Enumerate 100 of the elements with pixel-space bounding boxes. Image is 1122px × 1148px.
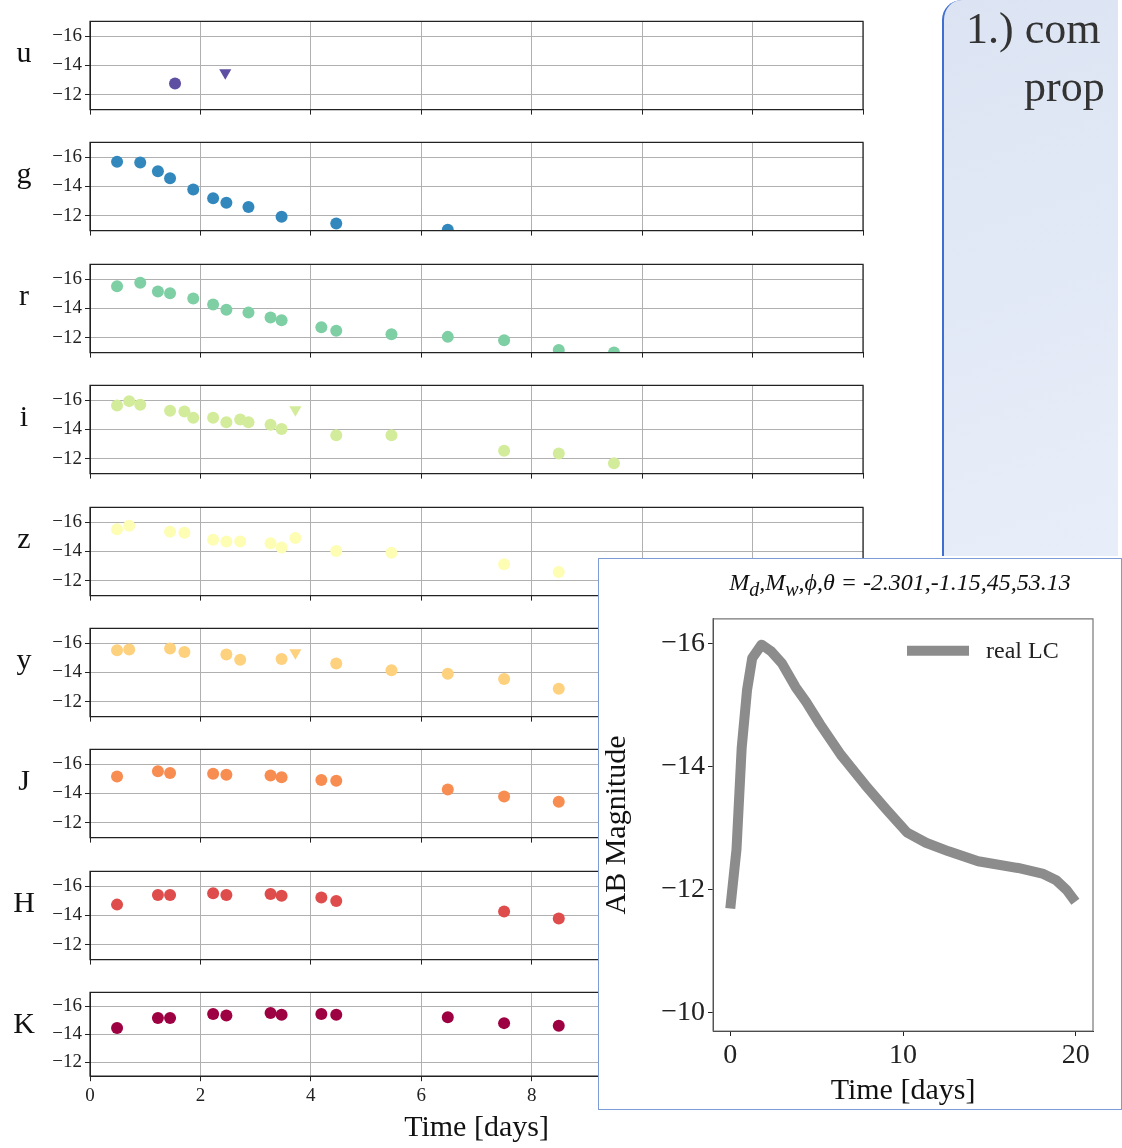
point (220, 648, 233, 661)
point (275, 889, 288, 902)
point (330, 657, 343, 670)
point (275, 211, 288, 224)
point (242, 306, 255, 319)
point (498, 334, 511, 347)
point (207, 533, 220, 546)
y-axis-title: g (16, 156, 32, 190)
point (151, 1012, 164, 1025)
y-tick-label: −14 (661, 748, 705, 780)
point (264, 311, 277, 324)
point (441, 783, 454, 796)
y-tick-label: −12 (52, 568, 82, 590)
point (151, 765, 164, 778)
point (330, 1008, 343, 1021)
point (207, 192, 220, 205)
point (220, 888, 233, 901)
point (134, 276, 147, 289)
point (315, 774, 328, 787)
y-tick-label: −16 (52, 752, 82, 774)
y-tick-label: −16 (52, 145, 82, 167)
point (552, 912, 565, 925)
point (207, 298, 220, 311)
point (330, 775, 343, 788)
y-tick-label: −14 (52, 174, 83, 196)
point (441, 667, 454, 680)
point (111, 644, 124, 657)
point (498, 557, 511, 570)
y-tick-label: −12 (52, 932, 82, 954)
point (552, 343, 565, 353)
point (330, 429, 343, 442)
point (607, 457, 620, 470)
point (207, 1008, 220, 1021)
point (498, 905, 511, 918)
y-tick-label: −10 (661, 994, 705, 1026)
x-tick-label: 6 (416, 1083, 427, 1105)
point (385, 546, 398, 559)
y-tick-label: −16 (52, 631, 82, 653)
point (164, 525, 177, 538)
point (242, 416, 255, 429)
point (220, 769, 233, 782)
point (275, 771, 288, 784)
point (275, 423, 288, 436)
point (220, 303, 233, 316)
point (330, 324, 343, 337)
point (330, 217, 343, 230)
y-axis-title: J (18, 763, 31, 797)
point (289, 406, 302, 417)
point (315, 891, 328, 904)
point (552, 565, 565, 578)
point (207, 768, 220, 781)
point (315, 321, 328, 334)
point (207, 886, 220, 899)
point (134, 156, 147, 169)
point (264, 769, 277, 782)
point (220, 197, 233, 210)
y-tick-label: −16 (52, 509, 82, 531)
point (187, 183, 200, 196)
point (315, 1008, 328, 1021)
y-tick-label: −16 (52, 994, 82, 1016)
point (178, 526, 191, 539)
point (111, 770, 124, 783)
point (178, 645, 191, 658)
x-tick-label: 4 (306, 1083, 317, 1105)
y-tick-label: −12 (52, 689, 82, 711)
y-axis-title: r (19, 278, 29, 312)
point (111, 156, 124, 169)
text: prop (1023, 61, 1106, 113)
y-tick-label: −16 (52, 388, 82, 410)
point (385, 429, 398, 442)
y-tick-label: −16 (52, 873, 82, 895)
y-axis-title: i (19, 399, 29, 433)
point (164, 767, 177, 780)
x-tick-label: 0 (723, 1038, 738, 1070)
y-tick-label: −14 (52, 53, 83, 75)
point (111, 399, 124, 412)
point (498, 673, 511, 686)
point (552, 447, 565, 460)
point (164, 642, 177, 655)
point (330, 894, 343, 907)
point (275, 1008, 288, 1021)
point (164, 172, 177, 185)
point (123, 395, 136, 408)
y-tick-label: −12 (52, 447, 82, 469)
point (111, 280, 124, 293)
point (498, 790, 511, 803)
point (275, 541, 288, 554)
point (289, 649, 302, 660)
x-tick-label: 2 (195, 1083, 206, 1105)
point (385, 328, 398, 341)
point (242, 201, 255, 214)
point (330, 544, 343, 557)
point (441, 1011, 454, 1024)
legend-label: real LC (986, 637, 1059, 664)
point (441, 330, 454, 343)
point (385, 664, 398, 677)
point (234, 535, 247, 548)
point (111, 522, 124, 535)
y-tick-label: −12 (52, 1050, 82, 1072)
point (552, 682, 565, 695)
